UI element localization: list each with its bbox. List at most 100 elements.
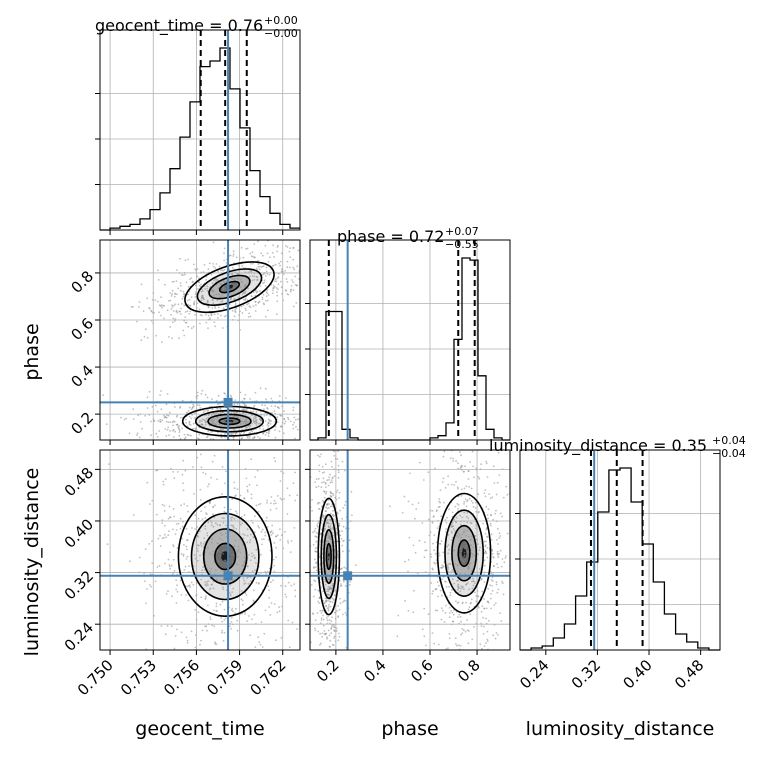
scatter-point (252, 417, 255, 419)
scatter-point (322, 477, 325, 480)
scatter-point (167, 414, 170, 417)
scatter-point (313, 530, 316, 533)
scatter-point (345, 527, 347, 530)
scatter-point (189, 434, 192, 437)
scatter-point (475, 527, 477, 530)
scatter-point (348, 584, 351, 586)
scatter-point (325, 463, 327, 466)
scatter-point (230, 519, 233, 521)
scatter-point (176, 423, 179, 426)
scatter-point (321, 466, 324, 468)
scatter-point (272, 284, 275, 287)
scatter-point (440, 618, 443, 621)
scatter-point (326, 533, 329, 536)
scatter-point (480, 610, 483, 613)
scatter-point (213, 290, 215, 293)
scatter-point (287, 418, 290, 421)
scatter-point (327, 629, 330, 632)
scatter-point (200, 290, 203, 293)
scatter-point (468, 562, 471, 565)
scatter-point (444, 612, 447, 614)
scatter-point (460, 494, 463, 497)
scatter-point (302, 571, 304, 573)
scatter-point (280, 498, 283, 501)
scatter-point (206, 285, 209, 288)
scatter-point (438, 505, 441, 508)
scatter-point (260, 530, 263, 533)
scatter-point (457, 508, 460, 510)
scatter-point (155, 513, 158, 516)
scatter-point (506, 493, 509, 496)
scatter-point (169, 421, 172, 423)
scatter-point (462, 531, 465, 534)
scatter-point (314, 527, 317, 530)
scatter-point (456, 503, 459, 505)
scatter-point (186, 310, 189, 313)
scatter-point (244, 307, 247, 310)
scatter-point (233, 544, 236, 547)
scatter-point (183, 569, 186, 571)
scatter-point (249, 539, 252, 542)
scatter-point (144, 548, 147, 550)
scatter-point (182, 482, 185, 484)
scatter-point (501, 558, 504, 560)
scatter-point (241, 441, 243, 443)
scatter-point (191, 527, 193, 529)
scatter-point (102, 394, 105, 396)
scatter-point (345, 665, 347, 667)
scatter-point (483, 645, 486, 647)
scatter-point (212, 263, 214, 265)
scatter-point (475, 600, 478, 603)
scatter-point (247, 287, 249, 290)
scatter-point (486, 638, 489, 641)
scatter-point (229, 394, 232, 397)
scatter-point (194, 432, 196, 434)
scatter-point (468, 566, 470, 569)
scatter-point (176, 590, 179, 593)
scatter-point (132, 408, 135, 411)
scatter-point (334, 589, 336, 592)
axes-frame-1-0 (99, 239, 301, 441)
scatter-point (249, 306, 252, 309)
scatter-point (254, 556, 256, 559)
scatter-point (280, 268, 283, 271)
scatter-point (483, 492, 486, 494)
scatter-point (431, 632, 434, 634)
scatter-point (293, 421, 295, 424)
scatter-point (496, 591, 499, 594)
scatter-point (186, 585, 189, 588)
scatter-point (439, 501, 442, 504)
scatter-point (423, 635, 426, 638)
scatter-point (495, 539, 498, 541)
scatter-point (331, 476, 334, 479)
scatter-point (328, 547, 330, 549)
scatter-point (448, 585, 450, 588)
scatter-point (345, 567, 347, 570)
scatter-point (220, 436, 223, 439)
scatter-point (278, 430, 281, 433)
scatter-point (271, 289, 274, 291)
scatter-point (500, 620, 503, 622)
scatter-point (250, 497, 253, 500)
scatter-point (188, 298, 191, 301)
scatter-point (132, 418, 135, 420)
scatter-point (239, 278, 242, 281)
scatter-point (253, 613, 256, 616)
scatter-point (266, 570, 269, 573)
scatter-point (231, 591, 234, 593)
scatter-point (279, 528, 281, 531)
scatter-point (445, 604, 447, 607)
scatter-point (417, 502, 420, 504)
scatter-point (136, 434, 138, 436)
scatter-point (481, 590, 484, 593)
scatter-point (253, 404, 256, 407)
scatter-point (479, 546, 481, 549)
scatter-point (204, 517, 207, 519)
scatter-point (244, 290, 247, 293)
scatter-point (246, 534, 249, 537)
scatter-point (170, 625, 173, 627)
scatter-point (336, 458, 339, 460)
scatter-point (502, 496, 505, 499)
scatter-point (330, 479, 333, 481)
scatter-point (264, 609, 267, 612)
